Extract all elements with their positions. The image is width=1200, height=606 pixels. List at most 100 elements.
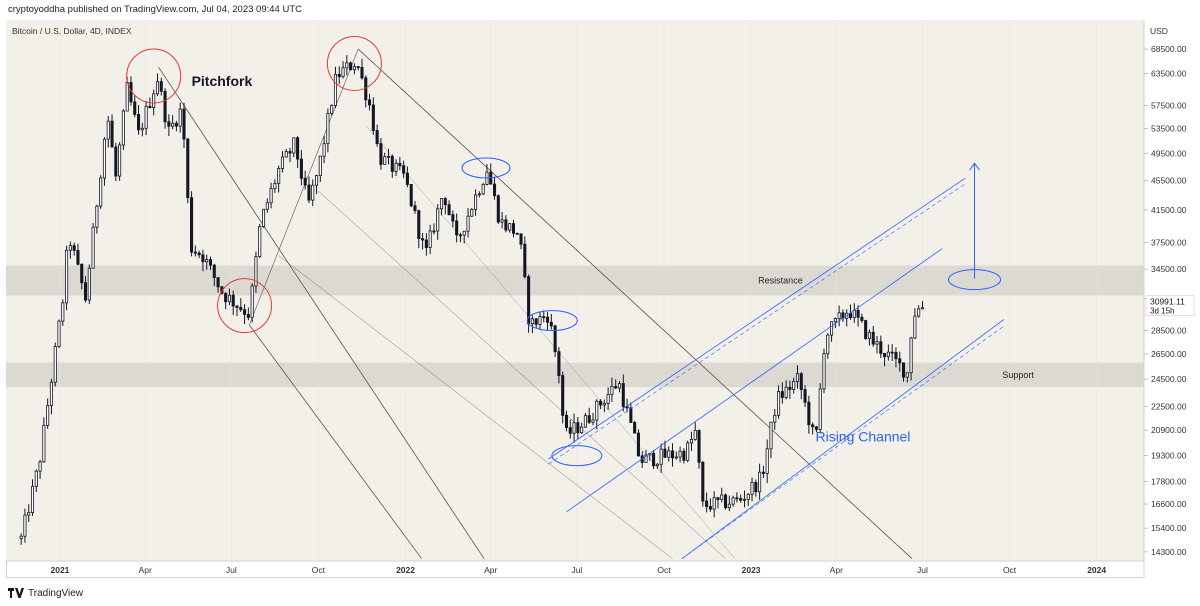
candle-body-down — [114, 146, 118, 177]
candle-body-up — [659, 448, 663, 465]
blue-ellipse-marker-0 — [461, 157, 511, 179]
candle-101 — [402, 160, 406, 179]
candle-body-up — [330, 105, 334, 114]
candle-180 — [701, 461, 705, 507]
candle-body-down — [409, 184, 413, 207]
candle-body-up — [394, 162, 398, 172]
candle-221 — [856, 305, 860, 327]
candle-147 — [576, 417, 580, 440]
y-tick-label-18: 15400.00 — [1151, 523, 1187, 533]
candle-body-down — [697, 430, 701, 463]
candle-125 — [492, 177, 497, 200]
y-tick-label-4: 49500.00 — [1151, 148, 1187, 158]
x-tick-label-8: 2023 — [742, 565, 761, 575]
support-zone — [6, 362, 1144, 388]
candle-51 — [212, 263, 216, 287]
candle-body-up — [678, 450, 682, 458]
candle-body-up — [250, 285, 254, 318]
candle-body-up — [118, 144, 122, 177]
candle-24 — [110, 114, 114, 148]
candle-148 — [580, 422, 584, 434]
candle-154 — [602, 399, 606, 412]
candle-110 — [436, 204, 440, 240]
candle-49 — [205, 254, 209, 270]
candle-31 — [137, 105, 141, 135]
candle-body-up — [477, 193, 481, 196]
candle-13 — [68, 241, 72, 259]
candle-15 — [76, 243, 80, 266]
candle-222 — [860, 313, 864, 323]
candle-32 — [140, 122, 144, 137]
candle-136 — [534, 317, 538, 328]
candle-body-down — [496, 195, 500, 223]
candle-body-down — [534, 318, 538, 325]
candle-129 — [508, 223, 512, 233]
candle-171 — [667, 446, 671, 462]
candle-69 — [280, 151, 284, 173]
footer-brand[interactable]: TradingView — [28, 587, 84, 599]
candle-130 — [511, 219, 515, 238]
tradingview-logo-icon — [8, 588, 24, 598]
candle-body-up — [826, 334, 830, 355]
candle-67 — [273, 179, 277, 193]
candle-23 — [106, 115, 110, 148]
candle-body-down — [848, 312, 853, 318]
candle-234 — [905, 372, 909, 383]
candle-102 — [405, 166, 409, 188]
pitchfork-median-line — [357, 48, 913, 559]
candle-236 — [913, 308, 917, 340]
candle-body-down — [458, 234, 462, 237]
x-tick-label-10: Jul — [917, 565, 928, 575]
candle-body-down — [780, 391, 784, 398]
candle-94 — [375, 124, 379, 147]
candle-body-up — [171, 122, 175, 127]
candle-body-down — [299, 158, 303, 179]
candle-body-down — [231, 294, 235, 307]
candle-body-down — [72, 245, 76, 251]
candle-body-up — [34, 470, 38, 487]
candle-body-up — [140, 127, 144, 131]
candle-body-up — [758, 471, 762, 493]
candle-body-down — [443, 198, 447, 206]
candle-66 — [269, 182, 273, 209]
candle-109 — [432, 223, 436, 235]
candle-body-up — [261, 208, 266, 227]
candle-19 — [91, 223, 95, 269]
candle-238 — [920, 300, 924, 310]
candle-body-up — [837, 312, 841, 320]
candle-body-down — [413, 205, 417, 212]
candle-111 — [439, 198, 444, 216]
bitcoin-price-chart[interactable]: Resistance Support Pitchfork Rising Channel… — [6, 20, 1196, 578]
candle-186 — [723, 493, 728, 510]
support-label: Support — [1002, 370, 1034, 380]
candle-body-down — [890, 351, 894, 354]
candle-38 — [163, 88, 167, 129]
candle-body-up — [875, 341, 879, 345]
candle-body-up — [720, 494, 724, 500]
pitchfork-lower-line — [248, 324, 422, 559]
candle-body-down — [811, 424, 815, 428]
candle-body-down — [568, 427, 572, 434]
candle-body-down — [754, 482, 758, 493]
candle-98 — [390, 154, 394, 178]
candle-183 — [712, 491, 716, 518]
candle-body-up — [462, 230, 466, 236]
candle-229 — [886, 344, 890, 361]
candle-body-up — [205, 259, 209, 263]
candle-body-up — [106, 120, 110, 140]
candle-144 — [564, 410, 569, 432]
candle-55 — [227, 288, 231, 306]
candle-194 — [754, 479, 758, 497]
candle-44 — [186, 137, 190, 204]
rising-channel-label: Rising Channel — [815, 428, 910, 444]
candle-185 — [720, 487, 724, 503]
candle-181 — [705, 492, 709, 513]
candle-body-up — [777, 391, 781, 416]
candle-231 — [894, 347, 898, 368]
candle-20 — [95, 204, 99, 234]
candle-body-up — [102, 138, 106, 179]
candle-body-up — [227, 294, 231, 303]
candle-body-up — [830, 321, 834, 336]
candle-body-down — [405, 172, 409, 185]
candle-body-up — [273, 182, 277, 190]
